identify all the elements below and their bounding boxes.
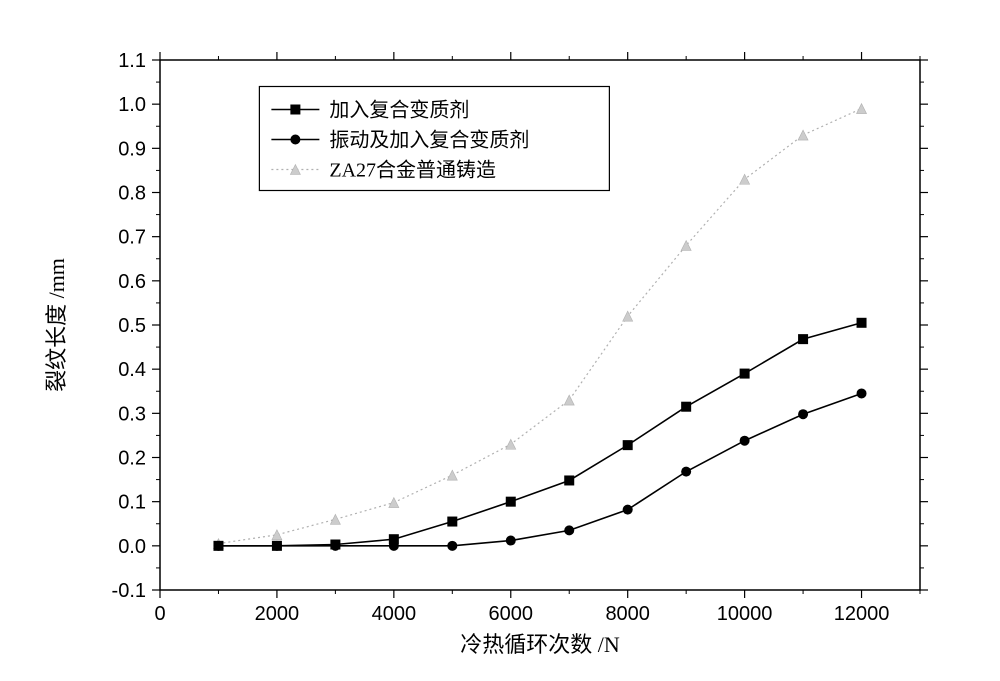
y-tick-label: 0.7 <box>118 227 146 249</box>
y-tick-label: 0.8 <box>118 183 146 205</box>
y-tick-label: 0.3 <box>118 403 146 425</box>
x-axis-title: 冷热循环次数 /N <box>460 632 620 657</box>
y-tick-label: 0.6 <box>118 271 146 293</box>
legend-item-label: ZA27合金普通铸造 <box>329 159 496 182</box>
x-tick-label: 10000 <box>717 603 773 625</box>
series-line-modifier <box>218 323 861 546</box>
y-tick-label: 0.1 <box>118 492 146 514</box>
series-line-vibration-modifier <box>218 393 861 545</box>
y-axis-title: 裂纹长度 /mm <box>44 258 69 392</box>
chart-svg: 0 2000 4000 6000 8000 10000 12000 -0.1 0.0 0.1 0.2… <box>0 0 1000 681</box>
series-line-za27 <box>218 109 861 544</box>
y-tick-label: 0.4 <box>118 359 146 381</box>
x-tick-label: 12000 <box>834 603 890 625</box>
y-tick-label: -0.1 <box>112 580 146 602</box>
x-tick-label: 8000 <box>605 603 650 625</box>
legend-item-label: 振动及加入复合变质剂 <box>329 129 529 152</box>
y-tick-label: 0.9 <box>118 138 146 160</box>
chart-container: { "chart": { "type": "line-scatter", "wi… <box>0 0 1000 681</box>
x-tick-label: 2000 <box>255 603 300 625</box>
y-tick-label: 0.2 <box>118 448 146 470</box>
y-tick-label: 0.5 <box>118 315 146 337</box>
x-tick-label: 6000 <box>489 603 534 625</box>
x-tick-label: 4000 <box>372 603 417 625</box>
x-tick-label: 0 <box>154 603 165 625</box>
legend-item-label: 加入复合变质剂 <box>329 99 469 122</box>
y-tick-label: 1.1 <box>118 50 146 72</box>
y-tick-label: 1.0 <box>118 94 146 116</box>
y-tick-label: 0.0 <box>118 536 146 558</box>
